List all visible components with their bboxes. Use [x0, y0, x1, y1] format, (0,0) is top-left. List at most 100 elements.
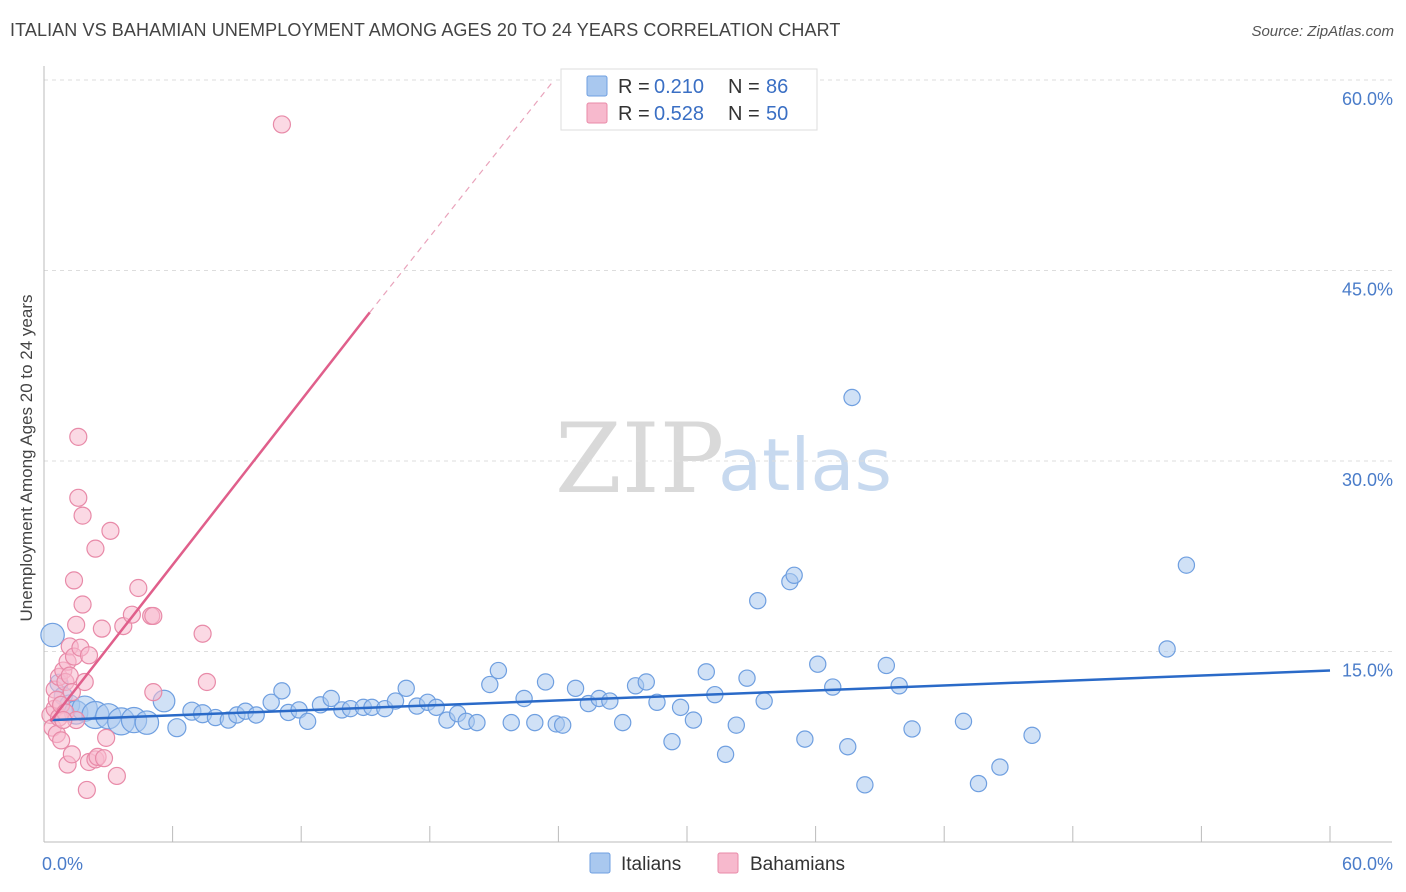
bahamians-point-41 — [129, 578, 148, 598]
italians-point-62 — [716, 745, 735, 764]
bahamians-point-45 — [193, 624, 212, 643]
legend-swatch-bahamians — [586, 102, 608, 124]
italians-point-65 — [749, 592, 767, 610]
italians-point-40 — [468, 713, 486, 732]
bahamians-point-44 — [144, 683, 163, 702]
italians-point-48 — [553, 716, 572, 734]
italians-point-32 — [386, 692, 405, 710]
x-tick-label-60: 60.0% — [1342, 854, 1393, 874]
bahamians-point-49 — [94, 749, 114, 768]
bottom-legend-swatch-bahamians — [717, 852, 739, 874]
italians-point-44 — [515, 689, 533, 708]
legend-r-value-bahamians: 0.528 — [654, 103, 704, 125]
bottom-legend-swatch-italians — [589, 852, 611, 874]
italians-point-46 — [536, 673, 555, 691]
italians-point-53 — [614, 713, 632, 732]
italians-point-72 — [839, 738, 857, 756]
series-legend: Italians Bahamians — [589, 852, 845, 875]
bottom-legend-label-italians: Italians — [621, 854, 681, 875]
legend-n-value-bahamians: 50 — [766, 103, 788, 125]
legend-r-label-bahamians: R = — [618, 103, 650, 125]
bahamians-point-46 — [197, 672, 216, 692]
italians-point-66 — [755, 692, 773, 710]
italians-point-52 — [601, 692, 619, 710]
trend-lines — [49, 79, 1331, 723]
bahamians-point-36 — [97, 728, 116, 747]
bahamians-point-47 — [272, 115, 292, 134]
legend-n-label-bahamians: N = — [728, 103, 760, 125]
italians-point-24 — [298, 712, 317, 731]
italians-point-58 — [671, 698, 690, 717]
bahamians-point-35 — [92, 619, 111, 638]
italians-point-43 — [502, 713, 520, 732]
bahamians-point-32 — [86, 539, 105, 558]
bahamians-point-23 — [69, 488, 88, 507]
correlation-legend: R = 0.210 N = 86 R = 0.528 N = 50 — [560, 68, 818, 131]
bottom-legend-label-bahamians: Bahamians — [750, 854, 845, 875]
italians-point-79 — [969, 774, 988, 793]
chart-title: ITALIAN VS BAHAMIAN UNEMPLOYMENT AMONG A… — [10, 20, 841, 40]
italians-point-70 — [809, 655, 827, 673]
bahamians-point-28 — [75, 672, 94, 692]
italians-point-26 — [322, 689, 340, 708]
x-axis-ticks — [43, 826, 1331, 842]
x-tick-label-0: 0.0% — [42, 854, 83, 874]
legend-r-value-italians: 0.210 — [654, 76, 704, 98]
bahamians-point-30 — [79, 646, 99, 665]
italians-point-41 — [481, 675, 499, 694]
italians-point-0 — [40, 622, 65, 648]
italians-point-56 — [648, 693, 666, 712]
y-tick-label-45: 45.0% — [1342, 280, 1393, 300]
bahamians-point-43 — [144, 606, 163, 626]
italians-point-45 — [526, 713, 544, 732]
y-axis-title: Unemployment Among Ages 20 to 24 years — [17, 295, 36, 622]
italians-point-12 — [167, 718, 187, 738]
italians-point-49 — [566, 679, 585, 698]
italians-trend-line — [50, 669, 1331, 722]
bahamians-point-18 — [62, 745, 81, 764]
italians-point-83 — [1177, 556, 1196, 574]
bahamians-point-29 — [77, 780, 96, 800]
italians-point-57 — [663, 732, 681, 751]
bahamians-point-9 — [52, 731, 71, 750]
italians-point-55 — [637, 673, 655, 691]
italians-point-19 — [247, 706, 265, 724]
italians-point-42 — [489, 661, 508, 680]
bahamians-trend-line — [49, 311, 371, 723]
bahamians-point-37 — [101, 521, 120, 540]
italians-point-68 — [785, 566, 803, 585]
bahamians-point-38 — [107, 766, 126, 786]
bahamians-point-26 — [73, 506, 92, 525]
italians-point-71 — [824, 678, 842, 696]
italians-point-77 — [903, 720, 921, 738]
bahamians-point-22 — [67, 615, 86, 634]
italians-point-63 — [727, 716, 745, 734]
italians-point-21 — [273, 682, 291, 700]
watermark-zip: ZIP — [555, 403, 724, 515]
italians-point-36 — [427, 698, 445, 717]
bahamians-point-27 — [73, 595, 92, 614]
source-label: Source: ZipAtlas.com — [1251, 23, 1394, 40]
bahamians-point-24 — [69, 427, 88, 446]
y-tick-label-15: 15.0% — [1342, 661, 1393, 681]
watermark-atlas: atlas — [718, 423, 892, 507]
italians-point-64 — [738, 669, 756, 687]
italians-points — [40, 388, 1196, 794]
italians-point-81 — [1023, 726, 1041, 745]
y-tick-labels: 15.0% 30.0% 45.0% 60.0% — [1342, 89, 1393, 681]
italians-point-80 — [991, 758, 1009, 776]
italians-point-60 — [697, 663, 715, 681]
legend-n-value-italians: 86 — [766, 76, 788, 98]
italians-point-75 — [877, 656, 896, 675]
y-tick-label-60: 60.0% — [1342, 89, 1393, 109]
italians-point-82 — [1158, 640, 1176, 658]
legend-r-label-italians: R = — [618, 76, 650, 98]
italians-point-74 — [856, 776, 874, 794]
y-tick-label-30: 30.0% — [1342, 470, 1393, 490]
bahamians-point-19 — [64, 571, 84, 590]
bahamians-trend-extension — [369, 79, 555, 313]
legend-n-label-italians: N = — [728, 76, 760, 98]
italians-point-10 — [134, 710, 160, 735]
italians-point-69 — [796, 730, 814, 748]
